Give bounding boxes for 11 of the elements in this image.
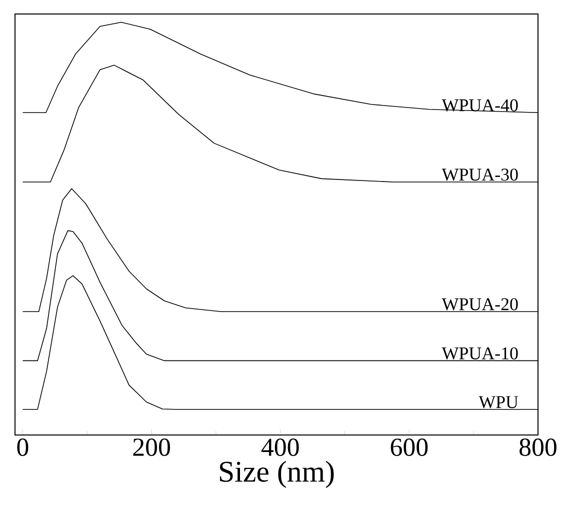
x-tick-label: 600	[390, 438, 428, 456]
x-tick-label: 0	[17, 438, 28, 456]
series-label: WPUA-20	[442, 298, 518, 310]
x-tick-label: 400	[261, 438, 299, 456]
series-label: WPUA-10	[442, 347, 518, 360]
series-label: WPUA-30	[442, 168, 518, 181]
x-tick-label: 800	[520, 438, 556, 456]
series-label: WPU	[478, 396, 518, 408]
x-axis-title: Size (nm)	[220, 460, 334, 488]
x-tick-label: 200	[133, 438, 170, 456]
series-label: WPUA-40	[442, 99, 518, 112]
